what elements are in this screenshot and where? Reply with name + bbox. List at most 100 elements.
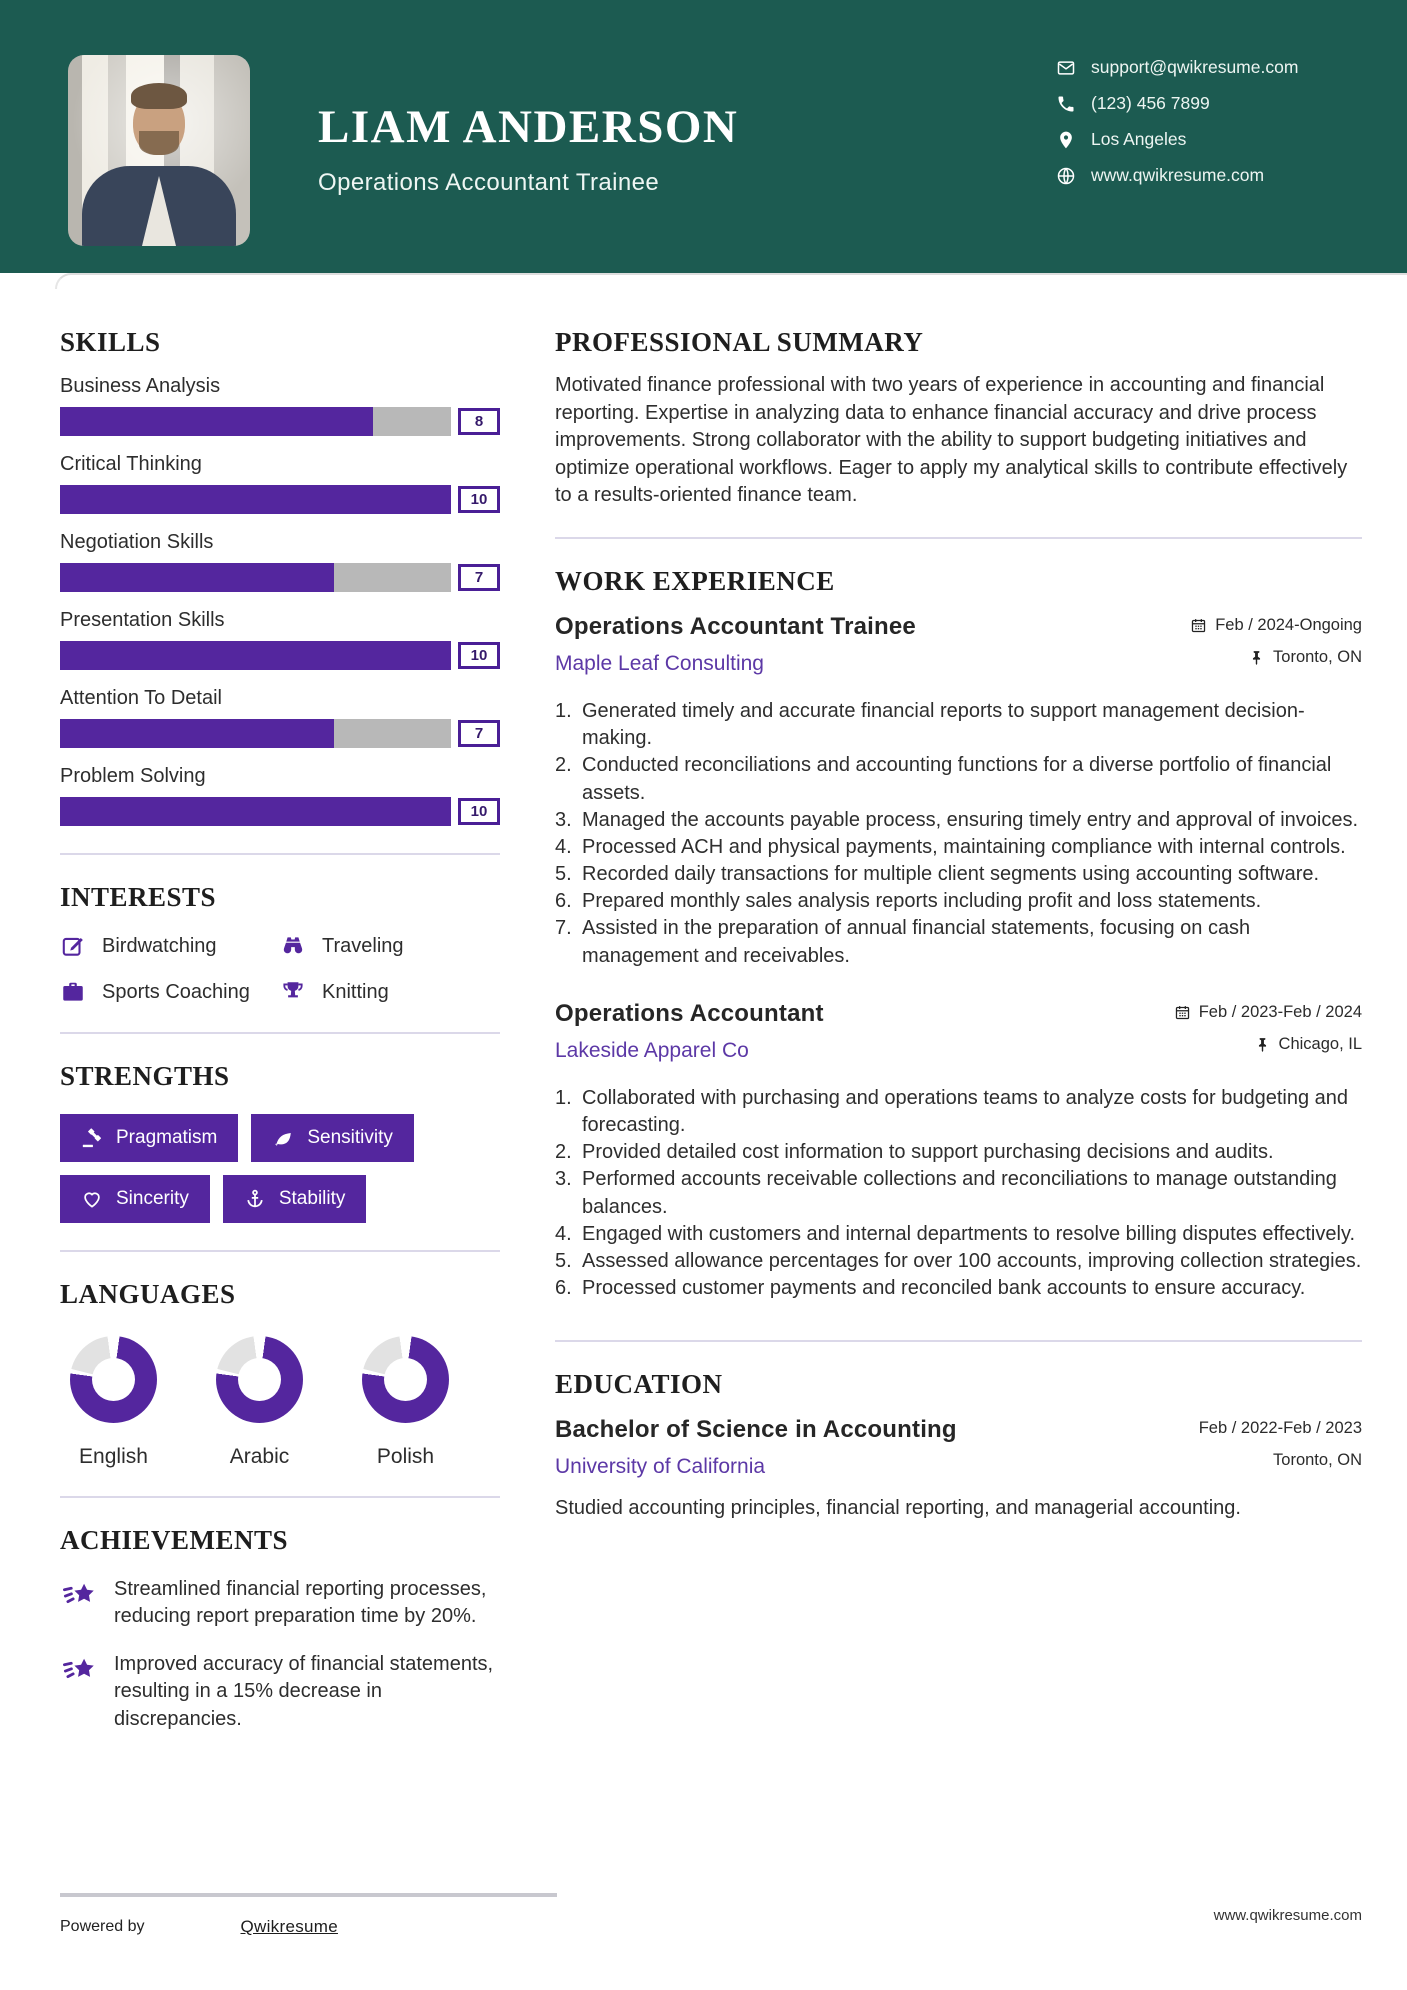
bullet-text: Assessed allowance percentages for over … — [582, 1249, 1362, 1272]
strengths-list: Pragmatism Sensitivity Sincerity Stability — [60, 1114, 500, 1223]
interest-item: Traveling — [280, 933, 500, 959]
job-bullet: 2. Conducted reconciliations and accounti… — [555, 752, 1362, 806]
interest-item: Sports Coaching — [60, 979, 280, 1005]
job-bullet: 4. Engaged with customers and internal de… — [555, 1221, 1362, 1248]
heart-icon — [81, 1188, 103, 1210]
job-bullet: 7. Assisted in the preparation of annual … — [555, 915, 1362, 969]
bullet-number: 5. — [555, 863, 572, 886]
divider — [60, 1496, 500, 1498]
divider — [555, 536, 1362, 539]
skill-score-badge: 8 — [458, 408, 500, 435]
interest-label: Traveling — [322, 934, 404, 957]
interests-list: Birdwatching Traveling Sports Coaching Knit… — [60, 933, 500, 1005]
skill-bar-track — [60, 407, 451, 436]
calendar-icon — [1174, 1420, 1191, 1437]
bullet-number: 2. — [555, 754, 572, 777]
strength-label: Stability — [278, 1188, 346, 1209]
skill-item: Presentation Skills 10 — [60, 609, 500, 670]
job-dates: Feb / 2023-Feb / 2024 — [1198, 1002, 1362, 1021]
skill-bar-row: 8 — [60, 407, 500, 436]
job-bullet: 1. Generated timely and accurate financia… — [555, 698, 1362, 752]
skill-bar-track — [60, 719, 451, 748]
strength-label: Sensitivity — [307, 1127, 393, 1148]
divider — [60, 853, 500, 855]
skill-bar-row: 10 — [60, 485, 500, 514]
strength-chip: Sincerity — [60, 1175, 210, 1223]
job-title: Operations Accountant Trainee — [555, 612, 916, 640]
skill-score-badge: 10 — [458, 798, 500, 825]
bullet-text: Processed customer payments and reconcil… — [582, 1277, 1306, 1300]
achievement-text: Improved accuracy of financial statement… — [114, 1652, 494, 1730]
calendar-icon — [1190, 617, 1207, 634]
language-label: English — [79, 1445, 148, 1468]
company-link[interactable]: Maple Leaf Consulting — [555, 651, 764, 675]
job-location: Chicago, IL — [1278, 1034, 1362, 1053]
job-location-row: Toronto, ON — [1248, 648, 1362, 667]
job-bullet-list: 1. Generated timely and accurate financia… — [555, 698, 1362, 970]
job-header-left: Operations Accountant Trainee Maple Leaf … — [555, 613, 916, 676]
achievement-item: Improved accuracy of financial statement… — [60, 1651, 500, 1733]
company-link[interactable]: Lakeside Apparel Co — [555, 1038, 749, 1062]
pin-icon — [1056, 130, 1076, 150]
jobs-list: Operations Accountant Trainee Maple Leaf … — [555, 613, 1362, 1302]
briefcase-icon — [60, 979, 86, 1005]
bullet-text: Recorded daily transactions for multiple… — [582, 863, 1320, 886]
edit-icon — [60, 933, 86, 959]
skill-item: Business Analysis 8 — [60, 375, 500, 436]
job-dates-row: Feb / 2024-Ongoing — [1190, 616, 1362, 635]
job-meta: Feb / 2023-Feb / 2024 Chicago, IL — [1174, 1000, 1362, 1054]
contact-item: Los Angeles — [1056, 129, 1298, 150]
contact-item: support@qwikresume.com — [1056, 57, 1298, 78]
strength-chip: Sensitivity — [251, 1114, 414, 1162]
content-panel-edge — [55, 273, 1407, 289]
footer-website: www.qwikresume.com — [1213, 1907, 1362, 1924]
divider — [555, 1340, 1362, 1343]
pushpin-icon — [1248, 649, 1265, 666]
person-name: LIAM ANDERSON — [318, 101, 739, 153]
bullet-number: 6. — [555, 1277, 572, 1300]
job-bullet: 5. Assessed allowance percentages for ove… — [555, 1248, 1362, 1275]
job-bullet: 5. Recorded daily transactions for multip… — [555, 861, 1362, 888]
job-entry: Operations Accountant Lakeside Apparel Co… — [555, 1000, 1362, 1303]
bullet-number: 6. — [555, 890, 572, 913]
achievement-text: Streamlined financial reporting processe… — [114, 1578, 487, 1628]
globe-icon — [1056, 166, 1076, 186]
powered-by-label: Powered by — [60, 1918, 145, 1935]
job-bullet: 2. Provided detailed cost information to … — [555, 1139, 1362, 1166]
language-donut-chart — [70, 1336, 157, 1423]
skill-bar-fill — [60, 719, 334, 748]
phone-icon — [1056, 94, 1076, 114]
language-item: Polish — [362, 1336, 449, 1469]
job-meta: Feb / 2024-Ongoing Toronto, ON — [1190, 613, 1362, 667]
skill-bar-fill — [60, 407, 373, 436]
skills-list: Business Analysis 8 Critical Thinking 10 Neg… — [60, 375, 500, 826]
bullet-text: Collaborated with purchasing and operati… — [582, 1086, 1349, 1137]
header-band: LIAM ANDERSON Operations Accountant Trai… — [0, 0, 1407, 273]
star-icon — [60, 1653, 98, 1691]
school-link[interactable]: University of California — [555, 1455, 766, 1479]
skill-bar-track — [60, 641, 451, 670]
achievements-heading: ACHIEVEMENTS — [60, 1525, 289, 1555]
job-dates-row: Feb / 2023-Feb / 2024 — [1174, 1003, 1362, 1022]
job-bullet: 6. Processed customer payments and reconc… — [555, 1275, 1362, 1302]
strength-chip: Pragmatism — [60, 1114, 239, 1162]
skill-bar-track — [60, 563, 451, 592]
languages-heading: LANGUAGES — [60, 1279, 236, 1309]
job-dates: Feb / 2024-Ongoing — [1215, 615, 1362, 634]
skill-bar-fill — [60, 485, 451, 514]
contact-label: (123) 456 7899 — [1091, 93, 1210, 113]
languages-list: English Arabic Polish — [60, 1336, 500, 1469]
bullet-number: 1. — [555, 1086, 572, 1109]
footer: Powered by Qwikresume www.qwikresume.com — [0, 1893, 1407, 1947]
bullet-number: 2. — [555, 1141, 572, 1164]
qwikresume-link[interactable]: Qwikresume — [240, 1917, 338, 1936]
bullet-number: 4. — [555, 835, 572, 858]
skills-heading: SKILLS — [60, 327, 161, 357]
job-bullet: 1. Collaborated with purchasing and opera… — [555, 1085, 1362, 1139]
qwikresume-logo-icon — [187, 1907, 227, 1947]
degree-title: Bachelor of Science in Accounting — [555, 1416, 957, 1444]
job-bullet-list: 1. Collaborated with purchasing and opera… — [555, 1085, 1362, 1303]
job-bullet: 3. Managed the accounts payable process, … — [555, 807, 1362, 834]
skill-name: Presentation Skills — [60, 609, 225, 631]
